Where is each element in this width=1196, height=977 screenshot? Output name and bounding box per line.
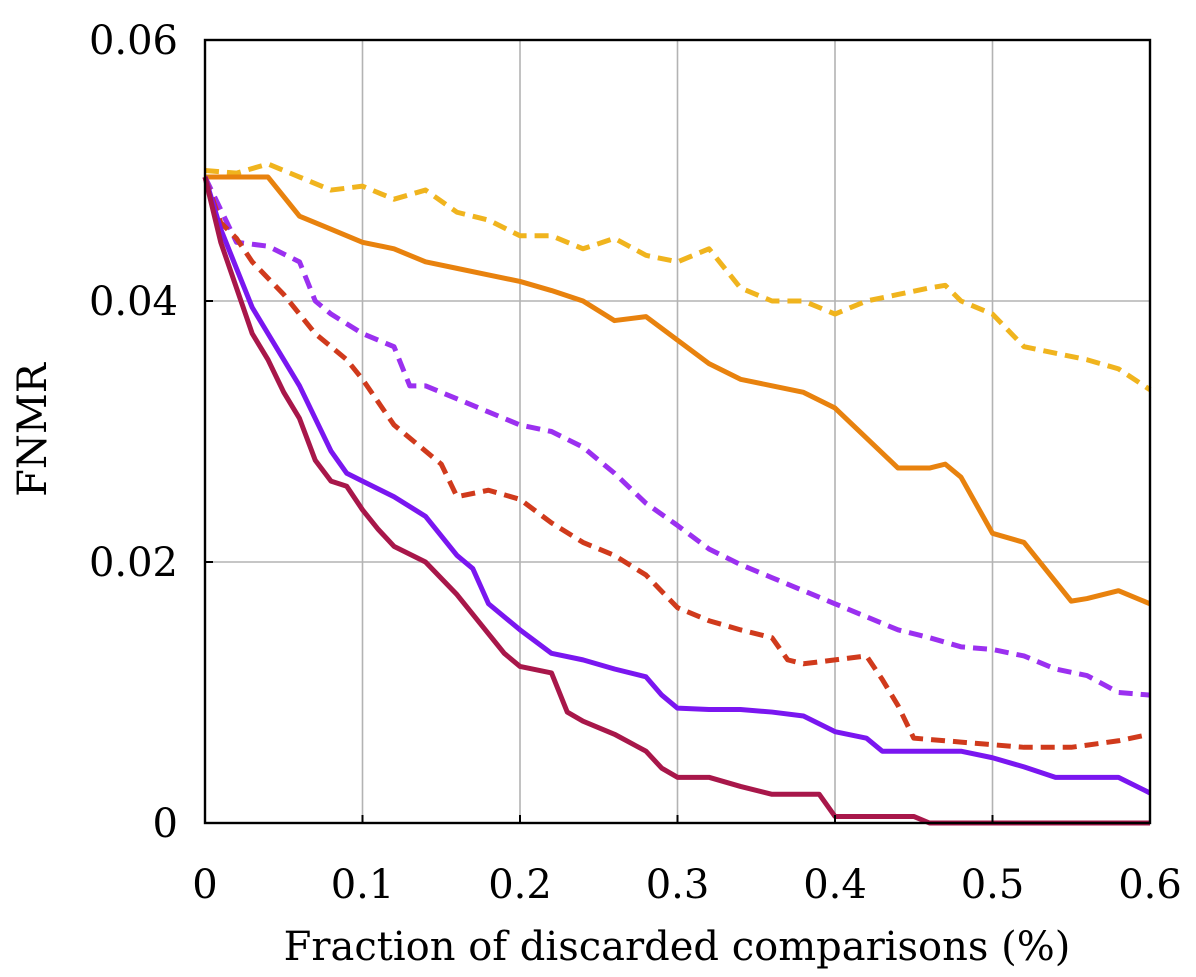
x-tick-label-5: 0.5: [961, 862, 1025, 908]
tick-labels: 0 0.1 0.2 0.3 0.4 0.5 0.6 0 0.02 0.04 0.06: [89, 18, 1182, 908]
x-tick-label-4: 0.4: [803, 862, 867, 908]
x-tick-label-0: 0: [192, 862, 217, 908]
x-axis-title: Fraction of discarded comparisons (%): [284, 924, 1071, 970]
series-line-5: [202, 176, 1152, 796]
x-tick-label-6: 0.6: [1118, 862, 1182, 908]
series-line-3: [202, 175, 1151, 698]
series-layer: [202, 161, 1152, 826]
y-tick-label-1: 0.02: [89, 540, 178, 586]
x-tick-label-1: 0.1: [331, 862, 395, 908]
x-tick-label-3: 0.3: [646, 862, 710, 908]
y-tick-label-0: 0: [153, 801, 178, 847]
y-axis-title: FNMR: [10, 361, 56, 497]
x-tick-label-2: 0.2: [488, 862, 552, 908]
series-line-2: [205, 174, 1151, 607]
y-tick-label-3: 0.06: [89, 18, 178, 64]
y-tick-label-2: 0.04: [89, 279, 178, 325]
series-line-6: [202, 176, 1150, 826]
series-line-4: [202, 176, 1151, 750]
axes: [203, 38, 1152, 825]
